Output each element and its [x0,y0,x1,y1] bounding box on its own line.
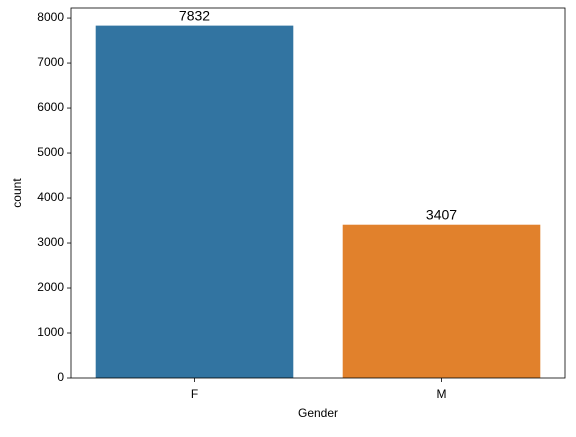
bar [342,224,541,378]
y-tick-label: 2000 [37,280,64,294]
data-label: 7832 [179,7,210,23]
y-tick-label: 8000 [37,10,64,24]
x-tick-label: F [191,387,198,401]
y-tick-label: 7000 [37,55,64,69]
y-tick-label: 6000 [37,100,64,114]
y-tick-label: 0 [57,370,64,384]
y-tick-label: 4000 [37,190,64,204]
y-tick-label: 3000 [37,235,64,249]
plot-frame [70,7,566,379]
y-tick-label: 5000 [37,145,64,159]
data-label: 3407 [426,206,457,222]
x-tick-label: M [437,387,447,401]
bar [95,25,294,378]
y-axis-label: count [10,178,24,208]
y-tick-label: 1000 [37,325,64,339]
x-axis-label: Gender [298,406,338,420]
